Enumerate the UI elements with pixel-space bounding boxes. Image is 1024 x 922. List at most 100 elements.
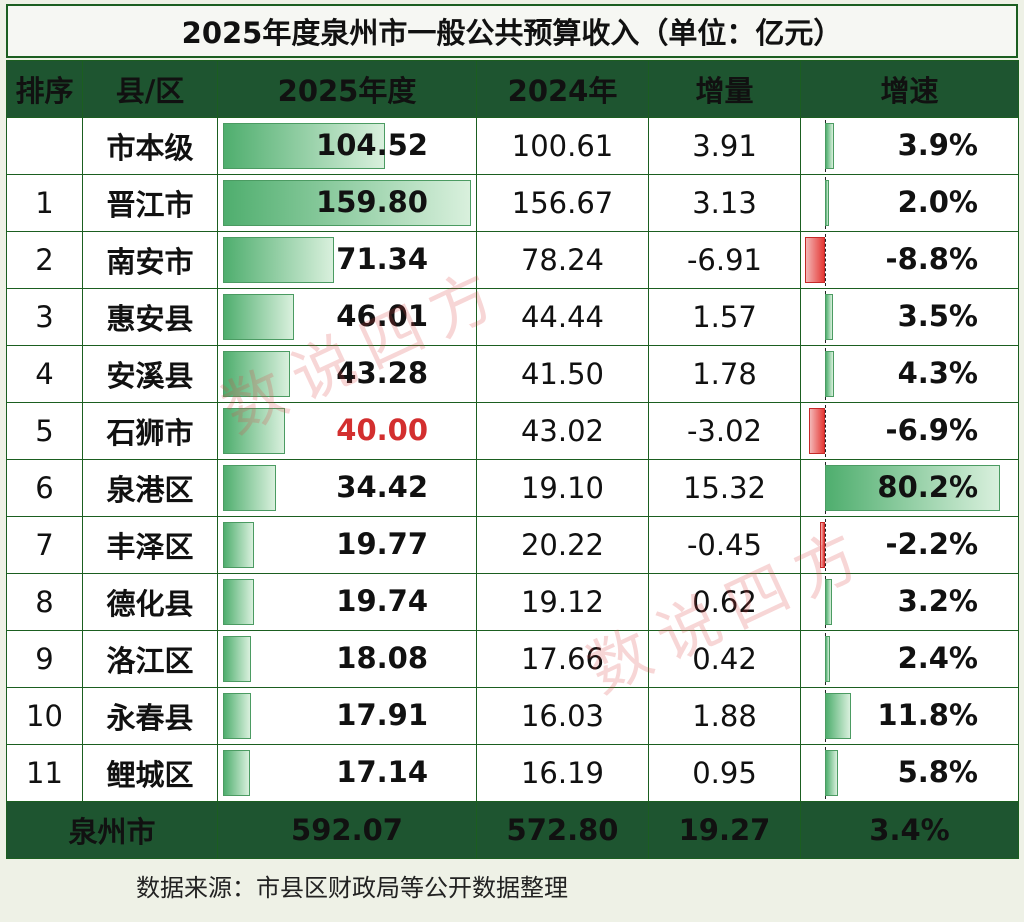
cell-2024: 16.03 [476,687,649,745]
header-name: 县/区 [82,60,218,118]
cell-rate: 4.3% [800,345,1019,403]
cell-rate: 11.8% [800,687,1019,745]
cell-delta: 0.62 [648,573,801,631]
cell-rank: 8 [6,573,83,631]
table-row: 8 德化县 19.74 19.12 0.62 3.2% [6,573,1019,631]
table-row: 4 安溪县 43.28 41.50 1.78 4.3% [6,345,1019,403]
rate-bar [825,294,833,340]
cell-delta: -3.02 [648,402,801,460]
rate-value: 80.2% [877,470,978,504]
cell-delta: 0.42 [648,630,801,688]
value-2025: 43.28 [336,356,428,390]
cell-2024: 100.61 [476,117,649,175]
cell-rate: 80.2% [800,459,1019,517]
cell-2025: 17.14 [217,744,477,802]
cell-rate: 3.5% [800,288,1019,346]
table-row: 市本级 104.52 100.61 3.91 3.9% [6,117,1019,175]
data-source-note: 数据来源：市县区财政局等公开数据整理 [136,874,568,902]
value-2025: 19.77 [336,527,428,561]
rate-value: -2.2% [885,527,978,561]
cell-rank: 9 [6,630,83,688]
cell-rank: 6 [6,459,83,517]
table-title: 2025年度泉州市一般公共预算收入（单位：亿元） [6,4,1018,58]
value-bar [223,465,277,511]
rate-bar [819,522,825,568]
table-row: 3 惠安县 46.01 44.44 1.57 3.5% [6,288,1019,346]
rate-bar [809,408,825,454]
table-row: 2 南安市 71.34 78.24 -6.91 -8.8% [6,231,1019,289]
rate-bar [825,465,1000,511]
cell-name: 惠安县 [82,288,218,346]
cell-2025: 46.01 [217,288,477,346]
cell-delta: 3.13 [648,174,801,232]
rate-value: 3.9% [897,128,978,162]
cell-name: 德化县 [82,573,218,631]
header-rank: 排序 [6,60,83,118]
total-2024: 572.80 [476,801,649,859]
value-2025: 34.42 [336,470,428,504]
rate-value: 3.2% [897,584,978,618]
cell-delta: -0.45 [648,516,801,574]
cell-2024: 16.19 [476,744,649,802]
total-rate: 3.4% [800,801,1019,859]
value-2025: 71.34 [336,242,428,276]
cell-rate: 3.2% [800,573,1019,631]
rate-bar [825,351,835,397]
cell-rank: 7 [6,516,83,574]
cell-rank: 11 [6,744,83,802]
cell-name: 洛江区 [82,630,218,688]
header-2025: 2025年度 [217,60,477,118]
cell-name: 南安市 [82,231,218,289]
cell-name: 石狮市 [82,402,218,460]
value-bar [223,693,251,739]
rate-axis [825,405,826,457]
cell-rate: 3.9% [800,117,1019,175]
cell-name: 晋江市 [82,174,218,232]
cell-rate: -6.9% [800,402,1019,460]
value-bar [223,123,386,169]
cell-2025: 18.08 [217,630,477,688]
total-name: 泉州市 [6,801,218,859]
cell-rate: 5.8% [800,744,1019,802]
rate-value: 2.0% [897,185,978,219]
value-bar [223,636,252,682]
cell-name: 丰泽区 [82,516,218,574]
value-2025: 17.14 [336,755,428,789]
cell-2025: 19.74 [217,573,477,631]
total-row: 泉州市 592.07 572.80 19.27 3.4% [6,801,1019,859]
value-bar [223,750,250,796]
cell-rank: 5 [6,402,83,460]
total-delta: 19.27 [648,801,801,859]
header-delta: 增量 [648,60,801,118]
cell-rate: 2.0% [800,174,1019,232]
cell-rank [6,117,83,175]
rate-bar [825,750,838,796]
cell-2024: 41.50 [476,345,649,403]
cell-delta: 15.32 [648,459,801,517]
revenue-table: 排序 县/区 2025年度 2024年 增量 增速 市本级 104.52 100.6… [6,60,1019,859]
rate-value: 4.3% [897,356,978,390]
cell-2025: 71.34 [217,231,477,289]
header-row: 排序 县/区 2025年度 2024年 增量 增速 [6,60,1019,118]
table-row: 5 石狮市 40.00 43.02 -3.02 -6.9% [6,402,1019,460]
rate-bar [825,123,834,169]
cell-rate: -2.2% [800,516,1019,574]
value-bar [223,294,295,340]
cell-2025: 104.52 [217,117,477,175]
rate-bar [804,237,825,283]
cell-rank: 1 [6,174,83,232]
value-2025: 46.01 [336,299,428,333]
rate-bar [825,180,830,226]
rate-value: 5.8% [897,755,978,789]
cell-name: 鲤城区 [82,744,218,802]
cell-2025: 34.42 [217,459,477,517]
cell-2025: 17.91 [217,687,477,745]
cell-2024: 44.44 [476,288,649,346]
cell-delta: 1.88 [648,687,801,745]
cell-rank: 2 [6,231,83,289]
cell-delta: 3.91 [648,117,801,175]
rate-value: -6.9% [885,413,978,447]
value-2025: 104.52 [316,128,428,162]
cell-2024: 156.67 [476,174,649,232]
header-2024: 2024年 [476,60,649,118]
